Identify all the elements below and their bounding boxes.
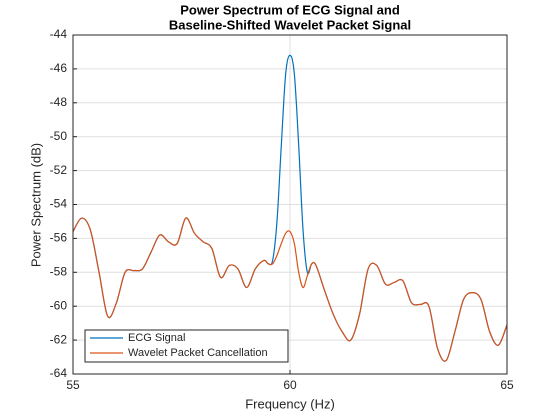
axes-box — [72, 34, 508, 375]
y-tick-label: -58 — [50, 264, 68, 278]
y-tick-label: -54 — [50, 197, 68, 211]
chart-title: Power Spectrum of ECG Signal and — [180, 2, 400, 17]
legend-label: ECG Signal — [128, 332, 185, 344]
y-tick-label: -48 — [50, 95, 68, 109]
x-tick-label: 60 — [283, 378, 297, 392]
legend-box — [84, 329, 289, 363]
y-tick-label: -52 — [50, 163, 68, 177]
x-axis-label: Frequency (Hz) — [245, 396, 335, 411]
y-tick-label: -46 — [50, 61, 68, 75]
x-tick-label: 65 — [500, 378, 514, 392]
y-tick-label: -50 — [50, 129, 68, 143]
y-tick-label: -62 — [50, 332, 68, 346]
x-tick-label: 55 — [66, 378, 80, 392]
y-tick-label: -60 — [50, 298, 68, 312]
data-line — [72, 217, 508, 362]
y-tick-label: -56 — [50, 231, 68, 245]
y-tick-label: -44 — [50, 27, 68, 41]
legend-label: Wavelet Packet Cancellation — [128, 347, 268, 359]
y-axis-label: Power Spectrum (dB) — [28, 143, 43, 267]
chart-title: Baseline-Shifted Wavelet Packet Signal — [169, 17, 411, 32]
y-tick-label: -64 — [50, 366, 68, 380]
